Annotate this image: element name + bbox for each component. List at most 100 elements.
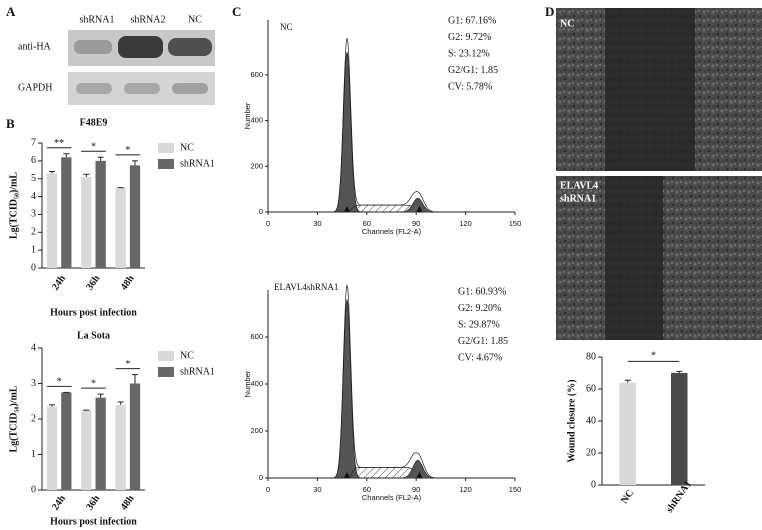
y-tick-label: 0	[259, 473, 263, 482]
cell-cycle-stat: G2: 9.20%	[458, 303, 501, 314]
g1-peak	[317, 51, 450, 213]
bar	[619, 382, 636, 485]
row-label: anti-HA	[18, 41, 52, 52]
blot-band	[74, 40, 112, 54]
y-tick-label: 2	[31, 227, 36, 238]
peak-marker	[344, 472, 351, 478]
significance-label: *	[125, 145, 130, 156]
x-tick-label: 30	[313, 219, 321, 228]
x-tick-label: 150	[509, 485, 522, 494]
cell-cycle-stat: G2/G1: 1.85	[458, 336, 508, 347]
peak-marker	[416, 206, 423, 212]
wound-area	[605, 176, 663, 340]
x-tick-label: 36h	[84, 273, 102, 292]
bar	[129, 165, 141, 268]
x-tick-label: 90	[412, 485, 420, 494]
blot-band	[172, 83, 208, 94]
cell-cycle-stat: G1: 60.93%	[458, 286, 506, 297]
x-tick-label: 0	[266, 219, 270, 228]
y-tick-label: 1	[31, 244, 36, 255]
chart-title: F48E9	[80, 117, 108, 128]
bar	[81, 410, 92, 490]
y-tick-label: 60	[586, 383, 596, 394]
significance-label: *	[651, 351, 656, 362]
significance-label: *	[91, 142, 96, 153]
x-tick-label: 150	[509, 219, 522, 228]
panel-label: B	[6, 116, 15, 131]
bar	[671, 373, 688, 485]
legend-swatch	[158, 351, 174, 361]
blot-band	[168, 38, 212, 56]
x-tick-label: 24h	[50, 493, 68, 512]
x-tick-label: NC	[619, 488, 636, 506]
significance-label: *	[91, 378, 96, 389]
y-tick-label: 80	[586, 351, 596, 362]
bar	[46, 173, 58, 268]
flow-sample-label: ELAVL4shRNA1	[274, 282, 338, 292]
bar	[95, 397, 106, 490]
y-tick-label: 600	[250, 70, 263, 79]
legend-label: NC	[180, 350, 194, 361]
x-axis-label: Hours post infection	[50, 307, 137, 318]
bar	[115, 404, 126, 490]
y-tick-label: 6	[31, 155, 36, 166]
total-curve	[317, 37, 450, 213]
x-tick-label: 24h	[50, 273, 68, 292]
image-label: NC	[560, 18, 574, 29]
x-tick-label: 60	[363, 485, 371, 494]
x-tick-label: 90	[412, 219, 420, 228]
legend-label: shRNA1	[180, 158, 215, 169]
lane-label: NC	[188, 14, 202, 25]
panel-label: D	[545, 4, 554, 19]
legend-swatch	[158, 367, 174, 377]
peak-marker	[416, 472, 423, 478]
y-tick-label: 0	[259, 207, 263, 216]
y-axis-label: Lg(TCID₅₀)/mL	[8, 385, 19, 452]
x-axis-label: Channels (FL2-A)	[362, 493, 422, 502]
x-axis-label: Hours post infection	[50, 516, 137, 527]
legend-swatch	[158, 143, 174, 153]
y-tick-label: 0	[31, 484, 36, 495]
x-tick-label: 48h	[119, 493, 137, 512]
x-tick-label: 48h	[119, 273, 137, 292]
y-tick-label: 200	[250, 161, 263, 170]
peak-marker	[344, 206, 351, 212]
wound-area	[605, 8, 695, 171]
significance-label: **	[54, 138, 64, 149]
x-tick-label: 30	[313, 485, 321, 494]
bar	[61, 392, 72, 490]
bar	[81, 176, 92, 268]
y-axis-label: Lg(TCID₅₀)/mL	[8, 172, 19, 239]
bar	[129, 383, 141, 490]
blot-band	[76, 83, 112, 94]
y-tick-label: 400	[250, 379, 263, 388]
legend-swatch	[158, 159, 174, 169]
cell-cycle-stat: S: 23.12%	[448, 48, 490, 59]
y-tick-label: 2	[31, 413, 36, 424]
chart-title: La Sota	[77, 330, 110, 341]
x-tick-label: 120	[459, 219, 472, 228]
y-tick-label: 40	[586, 415, 596, 426]
cell-cycle-stat: G2/G1: 1.85	[448, 65, 498, 76]
y-tick-label: 7	[31, 137, 36, 148]
bar	[61, 157, 72, 268]
panel-label: A	[6, 4, 16, 19]
bar	[46, 406, 58, 490]
g1-peak	[317, 299, 450, 479]
image-label: ELAVL4	[560, 180, 598, 191]
blot-band	[124, 83, 160, 94]
cell-cycle-stat: G2: 9.72%	[448, 32, 491, 43]
cell-cycle-stat: CV: 4.67%	[458, 352, 502, 363]
legend-label: shRNA1	[180, 366, 215, 377]
y-tick-label: 3	[31, 209, 36, 220]
cell-cycle-stat: G1: 67.16%	[448, 15, 496, 26]
x-axis-label: Channels (FL2-A)	[362, 227, 422, 236]
panel-label: C	[232, 4, 241, 19]
y-tick-label: 1	[31, 449, 36, 460]
row-label: GAPDH	[18, 82, 52, 93]
blot-band	[118, 36, 163, 58]
y-tick-label: 4	[31, 191, 36, 202]
significance-label: *	[125, 359, 130, 370]
flow-sample-label: NC	[280, 22, 293, 32]
